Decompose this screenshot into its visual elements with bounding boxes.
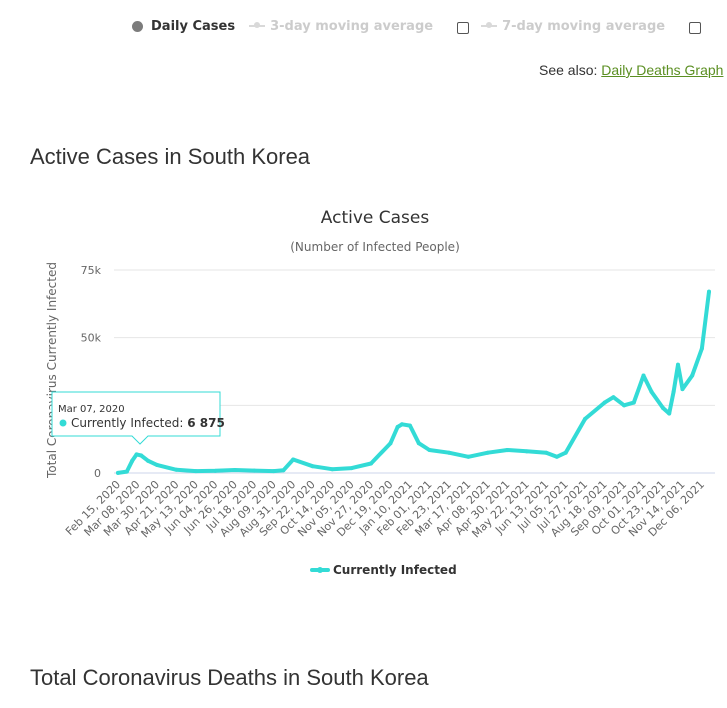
data-point[interactable]: [446, 450, 451, 455]
data-point[interactable]: [622, 403, 627, 408]
data-point[interactable]: [399, 422, 404, 427]
see-also-prefix: See also:: [539, 62, 602, 78]
data-point[interactable]: [134, 452, 139, 457]
tooltip-series-dot-icon: [59, 419, 67, 427]
tooltip-line: Currently Infected: 6 875: [71, 416, 225, 430]
data-point[interactable]: [416, 441, 421, 446]
legend-daily-cases-label: Daily Cases: [151, 18, 236, 34]
data-point[interactable]: [563, 450, 568, 455]
tooltip-series-name: Currently Infected: [71, 416, 179, 430]
legend-series-marker-icon: [317, 567, 323, 573]
y-tick-label: 50k: [81, 332, 102, 345]
data-point[interactable]: [671, 389, 676, 394]
data-point[interactable]: [611, 395, 616, 400]
series-toggle-legend: Daily Cases 3-day moving average 7-day m…: [132, 18, 713, 34]
checkbox-3day-average[interactable]: [457, 22, 470, 34]
active-cases-chart: Active Cases (Number of Infected People)…: [45, 208, 715, 577]
daily-deaths-graph-link[interactable]: Daily Deaths Graph: [601, 62, 724, 78]
data-point[interactable]: [193, 469, 198, 474]
data-point[interactable]: [213, 468, 218, 473]
tooltip-date: Mar 07, 2020: [58, 404, 125, 415]
data-point[interactable]: [349, 466, 354, 471]
data-point[interactable]: [631, 400, 636, 405]
data-point[interactable]: [466, 454, 471, 459]
y-axis-label: Total Coronavirus Currently Infected: [45, 262, 59, 479]
legend-3day-average[interactable]: 3-day moving average: [249, 19, 433, 34]
legend-dot-icon: [132, 20, 143, 32]
data-point[interactable]: [602, 400, 607, 405]
data-point[interactable]: [690, 373, 695, 378]
data-point[interactable]: [641, 373, 646, 378]
total-deaths-heading: Total Coronavirus Deaths in South Korea: [30, 665, 429, 690]
legend-7day-label: 7-day moving average: [502, 18, 666, 34]
data-point[interactable]: [667, 411, 672, 416]
data-point[interactable]: [676, 362, 681, 367]
legend-series-name: Currently Infected: [333, 563, 457, 577]
data-point[interactable]: [699, 346, 704, 351]
data-point[interactable]: [281, 468, 286, 473]
legend-7day-average[interactable]: 7-day moving average: [481, 19, 665, 34]
data-point[interactable]: [232, 468, 237, 473]
data-point[interactable]: [524, 449, 529, 454]
data-point[interactable]: [124, 469, 129, 474]
chart-legend[interactable]: Currently Infected: [310, 563, 457, 577]
data-point[interactable]: [174, 467, 179, 472]
y-tick-label: 0: [94, 467, 101, 480]
data-point[interactable]: [139, 453, 144, 458]
data-point[interactable]: [407, 423, 412, 428]
tooltip-colon: :: [179, 416, 187, 430]
legend-3day-label: 3-day moving average: [270, 18, 434, 34]
data-point[interactable]: [707, 289, 711, 294]
data-point[interactable]: [485, 450, 490, 455]
data-point[interactable]: [146, 458, 151, 463]
tooltip-value: 6 875: [187, 416, 225, 430]
data-point[interactable]: [505, 447, 510, 452]
chart-grid: [114, 269, 715, 474]
data-point[interactable]: [388, 441, 393, 446]
data-point[interactable]: [649, 389, 654, 394]
checkbox-7day-average[interactable]: [689, 22, 702, 34]
legend-line-marker-icon: [249, 22, 266, 28]
legend-daily-cases[interactable]: Daily Cases: [132, 19, 235, 34]
data-point[interactable]: [271, 469, 276, 474]
y-tick-label: 75k: [81, 264, 102, 277]
data-point[interactable]: [680, 387, 685, 392]
data-point[interactable]: [291, 457, 296, 462]
legend-line-marker-icon: [481, 22, 498, 28]
data-point[interactable]: [583, 416, 588, 421]
tooltip-box: [51, 391, 221, 445]
chart-title: Active Cases: [321, 208, 430, 228]
data-point[interactable]: [660, 406, 665, 411]
active-cases-heading: Active Cases in South Korea: [30, 144, 311, 169]
data-point[interactable]: [427, 447, 432, 452]
data-point[interactable]: [154, 462, 159, 467]
series-points: [116, 289, 711, 475]
data-point[interactable]: [252, 468, 257, 473]
chart-subtitle: (Number of Infected People): [290, 240, 460, 254]
chart-tooltip: Mar 07, 2020 Currently Infected: 6 875: [51, 391, 225, 445]
data-point[interactable]: [544, 450, 549, 455]
data-point[interactable]: [330, 467, 335, 472]
series-line-currently-infected[interactable]: [116, 289, 711, 475]
data-point[interactable]: [369, 461, 374, 466]
data-point[interactable]: [116, 470, 120, 475]
data-point[interactable]: [395, 424, 400, 429]
y-axis-ticks: 025k50k75k: [81, 264, 102, 480]
data-point[interactable]: [554, 454, 559, 459]
see-also: See also: Daily Deaths Graph: [539, 62, 723, 78]
data-point[interactable]: [310, 464, 315, 469]
data-point[interactable]: [130, 458, 135, 463]
